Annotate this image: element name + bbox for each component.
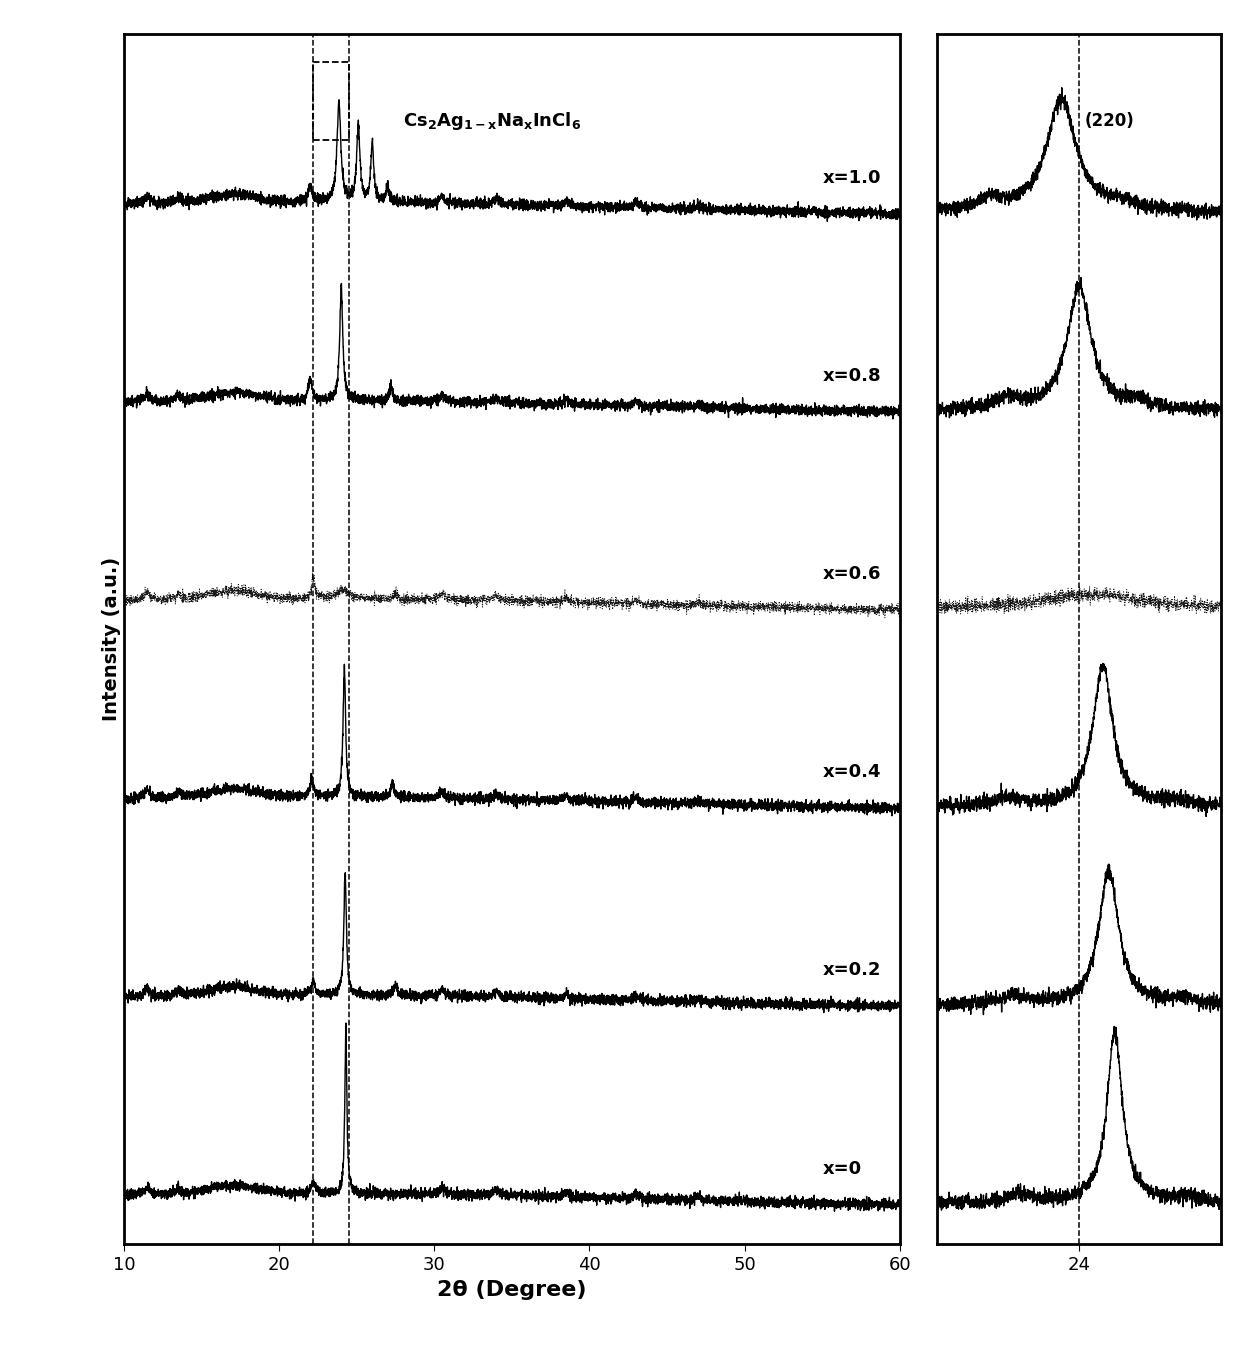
Text: x=0.8: x=0.8	[822, 367, 880, 385]
Text: (220): (220)	[1085, 112, 1135, 131]
Y-axis label: Intensity (a.u.): Intensity (a.u.)	[102, 558, 122, 721]
Text: x=0.4: x=0.4	[822, 763, 880, 781]
Text: $\mathbf{Cs_2Ag_{1-x}Na_xInCl_6}$: $\mathbf{Cs_2Ag_{1-x}Na_xInCl_6}$	[403, 110, 582, 132]
Text: x=0.6: x=0.6	[822, 564, 880, 583]
Text: x=0: x=0	[822, 1160, 862, 1178]
Text: x=1.0: x=1.0	[822, 169, 880, 186]
X-axis label: 2θ (Degree): 2θ (Degree)	[438, 1280, 587, 1300]
Text: x=0.2: x=0.2	[822, 962, 880, 979]
